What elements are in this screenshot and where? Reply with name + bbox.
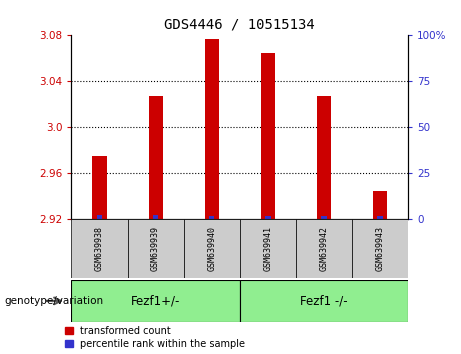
Bar (205, 39, 219, 219)
Bar (97, 215, 102, 219)
Bar (261, 53, 275, 219)
Text: GSM639939: GSM639939 (151, 226, 160, 271)
Bar (377, 216, 383, 219)
Bar (153, 215, 159, 219)
Text: GSM639943: GSM639943 (375, 226, 384, 271)
Text: GSM639942: GSM639942 (319, 226, 328, 271)
Text: GSM639941: GSM639941 (263, 226, 272, 271)
Bar (240, 280, 408, 322)
Bar (128, 219, 183, 278)
Bar (373, 191, 387, 219)
Bar (71, 219, 128, 278)
Bar (321, 216, 327, 219)
Title: GDS4446 / 10515134: GDS4446 / 10515134 (164, 17, 315, 32)
Text: GSM639938: GSM639938 (95, 226, 104, 271)
Bar (71, 280, 240, 322)
Bar (209, 216, 214, 219)
Bar (93, 156, 106, 219)
Bar (317, 96, 331, 219)
Bar (296, 219, 352, 278)
Bar (148, 96, 163, 219)
Text: Fezf1+/-: Fezf1+/- (131, 295, 180, 307)
Text: genotype/variation: genotype/variation (5, 296, 104, 306)
Bar (352, 219, 408, 278)
Bar (183, 219, 240, 278)
Bar (265, 216, 271, 219)
Text: GSM639940: GSM639940 (207, 226, 216, 271)
Bar (240, 219, 296, 278)
Text: Fezf1 -/-: Fezf1 -/- (300, 295, 348, 307)
Legend: transformed count, percentile rank within the sample: transformed count, percentile rank withi… (65, 326, 245, 349)
